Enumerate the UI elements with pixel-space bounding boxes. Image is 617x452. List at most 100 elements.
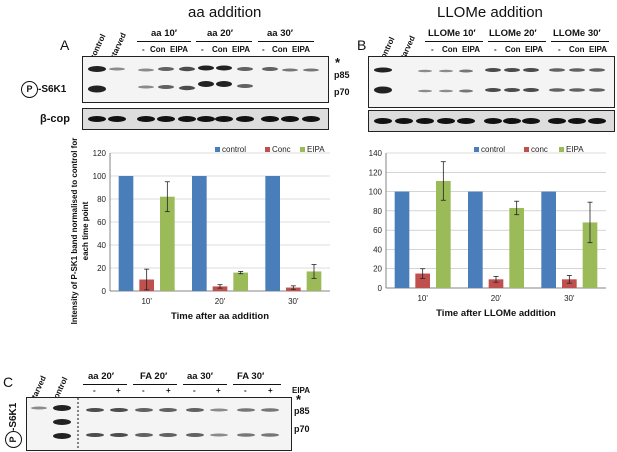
legend-swatch-eipa [300,147,305,152]
x-axis-label: Time after aa addition [171,311,269,322]
bar-control [394,191,410,288]
sign-label: - [193,386,196,395]
band-label-star: * [296,392,302,407]
y-tick-label: 80 [97,195,106,204]
legend-swatch-control [474,147,479,152]
sub-label: - [201,45,204,54]
bar-eipa [160,196,175,291]
phospho-s6k1-label-c: P-S6K1 [3,403,22,448]
bar-conc [562,279,577,288]
x-tick-label: 20' [215,297,226,306]
y-tick-label: 60 [373,226,382,235]
group-label: aa 20′ [88,371,115,382]
panel-c-letter: C [3,374,14,390]
beta-cop-label: β-cop [40,113,70,125]
sub-label: - [431,45,434,54]
group-underline [551,41,609,42]
group-label: FA 30′ [237,371,265,382]
x-tick-label: 10' [417,294,428,303]
chart-a-svg: 0 20 40 60 80 100 120 10' 20' 30' control Conc EIPA T… [93,145,330,322]
western-blot-s6k1-c [26,397,292,451]
y-tick-label: 140 [369,149,383,158]
western-blot-s6k1 [368,56,615,108]
group-underline [137,41,191,42]
bar-control [541,191,556,288]
bar-eipa [436,180,451,288]
sign-label: - [244,386,247,395]
sub-label: - [494,45,497,54]
y-tick-label: 20 [373,265,382,274]
group-label: LLOMe 30′ [553,28,601,39]
sub-label: - [558,45,561,54]
bar-control [118,176,134,291]
legend-label: EIPA [307,145,325,154]
legend-swatch-eipa [559,147,564,152]
x-tick-label: 30' [564,294,575,303]
group-label: LLOMe 10′ [428,28,476,39]
panel-a-letter: A [60,37,70,53]
sub-label: EIPA [589,45,608,54]
western-blot-beta-cop [82,108,329,130]
sub-label: Con [569,45,585,54]
sub-label: Con [442,45,458,54]
bar-eipa [582,222,598,288]
group-underline [233,384,281,385]
sub-label: EIPA [525,45,544,54]
sub-label: EIPA [462,45,481,54]
y-tick-label: 0 [378,284,383,293]
sign-label: + [116,386,121,395]
bar-conc [415,273,430,288]
y-tick-label: 120 [369,168,383,177]
y-tick-label: 60 [97,218,106,227]
chart-b-svg: 0 20 40 60 80 100 120 140 10' 20' 30' control conc EI… [369,145,606,319]
legend-label: EIPA [566,145,584,154]
group-label: FA 20′ [140,371,168,382]
band-label-p85: p85 [334,70,350,80]
group-underline [488,41,546,42]
bar-eipa [233,272,248,291]
bar-eipa [509,207,524,288]
group-label: aa 10′ [151,28,178,39]
sign-label: + [268,386,273,395]
group-label: aa 30′ [187,371,214,382]
y-tick-label: 40 [97,241,106,250]
band-label-p70: p70 [294,424,310,434]
legend-label: control [481,145,505,154]
x-tick-label: 10' [141,297,152,306]
legend-label: control [222,145,246,154]
band-label-star: * [335,55,341,70]
x-tick-label: 30' [288,297,299,306]
sign-label: + [216,386,221,395]
sub-label: EIPA [292,45,311,54]
group-underline [425,41,483,42]
sub-label: Con [272,45,288,54]
sub-label: - [142,45,145,54]
legend-label: conc [531,145,548,154]
sign-label: - [93,386,96,395]
group-underline [196,41,252,42]
sub-label: Con [505,45,521,54]
y-tick-label: 100 [93,172,107,181]
legend-swatch-conc [265,147,270,152]
sub-label: - [262,45,265,54]
panel-a-title: aa addition [188,4,262,21]
group-underline [183,384,227,385]
panel-b-letter: B [357,37,367,53]
y-tick-label: 0 [102,287,107,296]
phospho-circle-icon: P [21,81,38,98]
y-tick-label: 40 [373,245,382,254]
bar-conc [212,286,228,291]
bar-conc [488,279,504,288]
group-label: aa 20′ [207,28,234,39]
legend-swatch-control [215,147,220,152]
y-tick-label: 120 [93,149,107,158]
sub-label: Con [212,45,228,54]
panel-b-title: LLOMe addition [437,4,543,21]
sub-label: EIPA [170,45,189,54]
group-label: aa 30′ [267,28,294,39]
sub-label: Con [150,45,166,54]
band-label-p85: p85 [294,406,310,416]
y-tick-label: 80 [373,207,382,216]
western-blot-beta-cop [368,110,615,132]
western-blot-s6k1 [82,56,329,103]
